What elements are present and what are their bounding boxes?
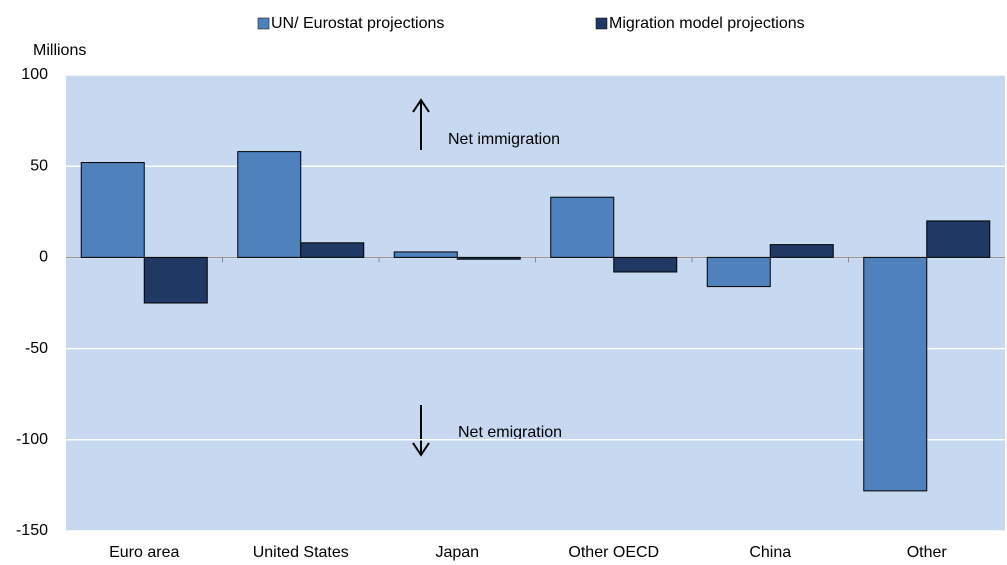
annotation: Net emigration (458, 424, 562, 441)
y-tick-label: -150 (16, 522, 48, 539)
bar (863, 256, 928, 492)
y-tick-label: -100 (16, 431, 48, 448)
x-tick-label: Other OECD (568, 544, 659, 561)
y-tick-label: 50 (30, 157, 48, 174)
arrow-head (412, 98, 430, 113)
bar (80, 162, 145, 258)
legend-label: Migration model projections (609, 15, 805, 32)
legend-swatch (257, 17, 270, 30)
bar (143, 256, 208, 304)
legend-label: UN/ Eurostat projections (271, 15, 444, 32)
bar (393, 251, 458, 258)
y-axis-label: Millions (33, 42, 86, 59)
x-tick-label: Euro area (109, 544, 179, 561)
y-tick-label: -50 (25, 340, 48, 357)
bar (706, 256, 771, 288)
bar (769, 244, 834, 258)
x-tick-label: United States (253, 544, 349, 561)
bar (550, 196, 615, 258)
x-tick-label: Japan (435, 544, 479, 561)
bar (237, 151, 302, 258)
plot-area (66, 75, 1005, 531)
bar (300, 242, 365, 258)
x-tick-label: China (749, 544, 791, 561)
bar (926, 220, 991, 258)
y-tick-label: 0 (39, 249, 48, 266)
legend-swatch (595, 17, 608, 30)
y-tick-label: 100 (21, 66, 48, 83)
bar (613, 256, 678, 273)
arrow-head (412, 442, 430, 457)
annotation: Net immigration (448, 131, 560, 148)
bar (456, 256, 521, 260)
x-tick-label: Other (907, 544, 948, 561)
